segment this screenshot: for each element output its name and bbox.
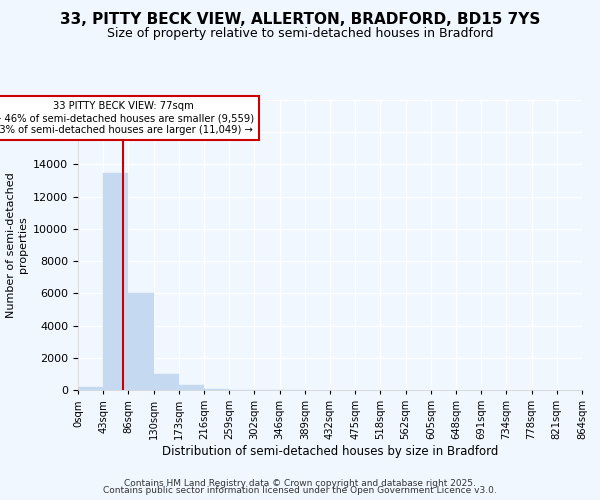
Text: 33, PITTY BECK VIEW, ALLERTON, BRADFORD, BD15 7YS: 33, PITTY BECK VIEW, ALLERTON, BRADFORD,… [60,12,540,28]
Bar [78,387,103,390]
X-axis label: Distribution of semi-detached houses by size in Bradford: Distribution of semi-detached houses by … [162,445,498,458]
Text: Contains public sector information licensed under the Open Government Licence v3: Contains public sector information licen… [103,486,497,495]
Text: Contains HM Land Registry data © Crown copyright and database right 2025.: Contains HM Land Registry data © Crown c… [124,478,476,488]
Y-axis label: Number of semi-detached
properties: Number of semi-detached properties [6,172,28,318]
Text: 33 PITTY BECK VIEW: 77sqm
← 46% of semi-detached houses are smaller (9,559)
53% : 33 PITTY BECK VIEW: 77sqm ← 46% of semi-… [0,102,254,134]
Bar [154,374,179,390]
Bar [103,172,128,390]
Bar [204,389,229,390]
Bar [179,385,204,390]
Text: Size of property relative to semi-detached houses in Bradford: Size of property relative to semi-detach… [107,28,493,40]
Bar [128,294,154,390]
